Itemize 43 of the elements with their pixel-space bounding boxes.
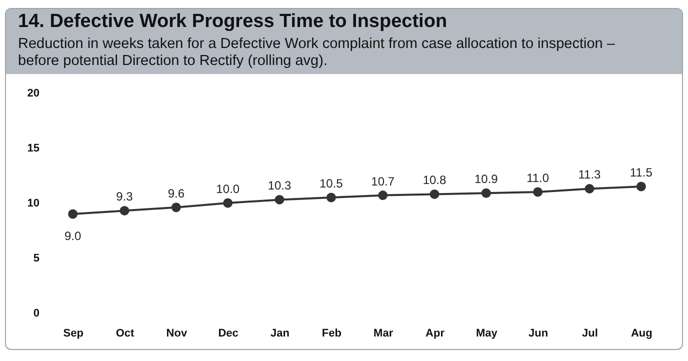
data-label: 11.5 <box>630 166 653 180</box>
x-tick-label: Dec <box>218 328 238 340</box>
x-tick-label: Aug <box>630 328 652 340</box>
point <box>171 202 181 212</box>
x-tick-label: Jun <box>528 328 548 340</box>
x-tick-label: Nov <box>166 328 188 340</box>
point <box>223 198 233 208</box>
point <box>430 189 440 199</box>
data-label: 11.3 <box>578 168 602 182</box>
point <box>274 194 284 204</box>
point <box>326 192 336 202</box>
point <box>533 187 543 197</box>
data-label: 9.0 <box>64 229 82 243</box>
data-label: 10.9 <box>474 172 498 186</box>
y-tick-label: 5 <box>33 252 40 264</box>
chart-title: 14. Defective Work Progress Time to Inspection <box>18 11 448 33</box>
point <box>120 206 130 216</box>
point <box>378 190 388 200</box>
chart-subtitle: Reduction in weeks taken for a Defective Work complaint from case allocation to inspection – before potential Direction to Rectify (rolling avg). <box>18 36 616 70</box>
point <box>481 188 491 198</box>
x-tick-label: Sep <box>63 328 84 340</box>
data-label: 10.0 <box>216 182 240 196</box>
x-tick-label: Mar <box>374 328 394 340</box>
data-label: 10.5 <box>319 176 344 190</box>
y-tick-label: 20 <box>27 88 40 100</box>
data-label: 10.7 <box>371 174 395 188</box>
x-tick-label: May <box>476 328 498 340</box>
data-label: 10.3 <box>268 178 292 193</box>
y-tick-label: 0 <box>33 308 40 320</box>
data-label: 9.3 <box>116 190 134 204</box>
data-label: 9.6 <box>168 186 185 200</box>
x-tick-label: Jan <box>270 328 290 340</box>
data-label: 10.8 <box>422 173 446 188</box>
x-tick-label: Feb <box>322 328 342 340</box>
point <box>68 209 78 219</box>
x-tick-label: Apr <box>426 328 446 340</box>
x-tick-label: Jul <box>582 328 598 340</box>
y-tick-label: 10 <box>27 198 40 210</box>
x-tick-label: Oct <box>116 328 134 340</box>
point <box>584 184 594 194</box>
y-tick-label: 15 <box>27 142 40 154</box>
point <box>636 182 646 192</box>
data-label: 11.0 <box>526 171 550 185</box>
